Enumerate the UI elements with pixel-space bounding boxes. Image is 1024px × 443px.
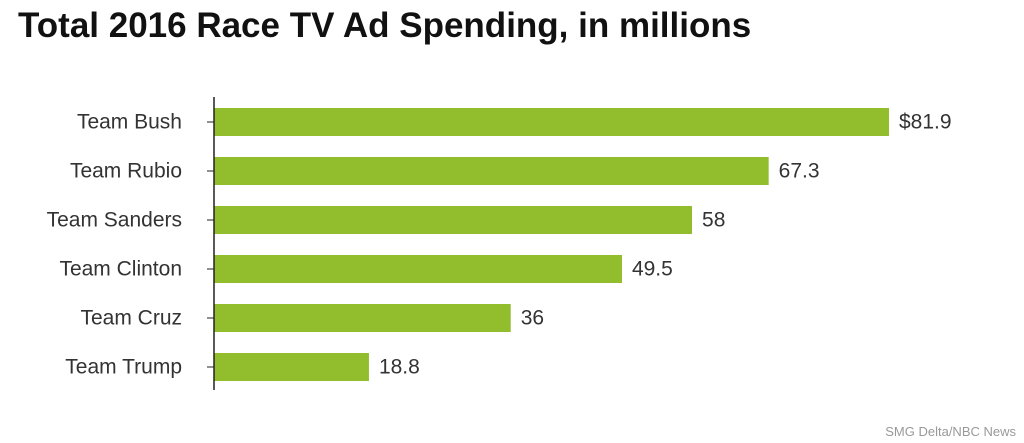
data-label: 49.5 xyxy=(632,258,673,281)
bar xyxy=(214,304,511,332)
data-label: 36 xyxy=(521,307,544,330)
category-label: Team Sanders xyxy=(47,209,182,232)
category-label: Team Cruz xyxy=(80,307,182,330)
bar xyxy=(214,108,889,136)
chart-title: Total 2016 Race TV Ad Spending, in milli… xyxy=(18,6,752,45)
bar xyxy=(214,157,769,185)
data-label: 58 xyxy=(702,209,725,232)
category-label: Team Rubio xyxy=(70,160,182,183)
category-label: Team Clinton xyxy=(59,258,182,281)
data-label: $81.9 xyxy=(899,111,952,134)
category-label: Team Bush xyxy=(77,111,182,134)
bars-layer: Team Bush $81.9 Team Rubio 67.3 Team Sanders… xyxy=(47,108,952,381)
category-label: Team Trump xyxy=(65,356,182,379)
data-label: 18.8 xyxy=(379,356,420,379)
bar xyxy=(214,255,622,283)
bar xyxy=(214,206,693,234)
data-label: 67.3 xyxy=(779,160,820,183)
source-note: SMG Delta/NBC News xyxy=(885,424,1016,439)
bar xyxy=(214,353,369,381)
